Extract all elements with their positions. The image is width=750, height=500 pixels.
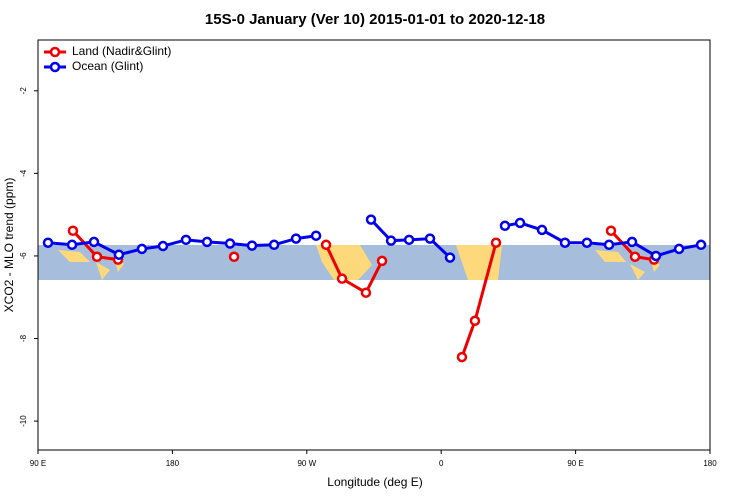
data-point bbox=[490, 237, 502, 248]
data-point bbox=[456, 351, 468, 363]
data-point bbox=[66, 239, 78, 251]
data-point bbox=[695, 239, 707, 251]
plot-frame bbox=[37, 39, 711, 451]
legend-label: Ocean (Glint) bbox=[72, 59, 143, 73]
data-point bbox=[336, 273, 348, 284]
x-tick-label: 180 bbox=[166, 459, 180, 468]
series-line bbox=[504, 221, 702, 258]
data-point bbox=[88, 236, 100, 248]
data-point bbox=[157, 240, 169, 252]
data-point bbox=[113, 249, 125, 260]
data-point bbox=[365, 214, 377, 225]
y-tick-label: -10 bbox=[19, 415, 28, 427]
data-point bbox=[469, 315, 481, 327]
data-point bbox=[246, 240, 258, 251]
data-point bbox=[605, 225, 617, 237]
data-point bbox=[180, 234, 192, 246]
series-line bbox=[324, 244, 384, 295]
data-point bbox=[91, 251, 103, 263]
data-point bbox=[536, 224, 548, 236]
data-point bbox=[376, 255, 388, 267]
x-tick-label: 0 bbox=[439, 459, 444, 468]
data-point bbox=[268, 239, 280, 251]
data-point bbox=[673, 243, 685, 255]
data-point bbox=[626, 236, 638, 248]
legend-marker bbox=[49, 61, 61, 73]
data-point bbox=[424, 233, 436, 244]
data-point bbox=[514, 217, 526, 229]
x-tick-label: 180 bbox=[703, 459, 717, 468]
y-tick-label: -8 bbox=[19, 334, 28, 342]
legend-label: Land (Nadir&Glint) bbox=[72, 44, 171, 58]
data-point bbox=[224, 238, 236, 249]
data-point bbox=[629, 251, 641, 263]
data-point bbox=[320, 239, 332, 251]
legend-marker bbox=[49, 46, 61, 58]
data-point bbox=[360, 287, 372, 298]
y-tick-label: -2 bbox=[19, 87, 28, 95]
x-tick-label: 90 W bbox=[297, 459, 316, 468]
y-tick-label: -4 bbox=[19, 169, 28, 177]
data-point bbox=[136, 243, 148, 255]
data-point bbox=[603, 239, 615, 251]
data-point bbox=[67, 225, 79, 237]
x-tick-label: 90 E bbox=[30, 459, 46, 468]
data-point bbox=[42, 237, 54, 248]
data-point bbox=[228, 251, 240, 263]
x-axis-label: Longitude (deg E) bbox=[327, 475, 422, 489]
y-tick-label: -6 bbox=[19, 252, 28, 260]
data-point bbox=[444, 252, 456, 263]
data-point bbox=[581, 237, 593, 248]
chart-title: 15S-0 January (Ver 10) 2015-01-01 to 202… bbox=[205, 11, 545, 28]
data-point bbox=[385, 235, 397, 246]
data-point bbox=[310, 230, 322, 241]
data-point bbox=[403, 234, 415, 246]
data-point bbox=[559, 237, 571, 248]
y-axis-label: XCO2 - MLO trend (ppm) bbox=[2, 178, 16, 313]
x-tick-label: 90 E bbox=[567, 459, 583, 468]
data-point bbox=[499, 220, 511, 232]
data-point bbox=[290, 233, 302, 244]
data-point bbox=[650, 250, 662, 262]
data-point bbox=[201, 236, 213, 248]
